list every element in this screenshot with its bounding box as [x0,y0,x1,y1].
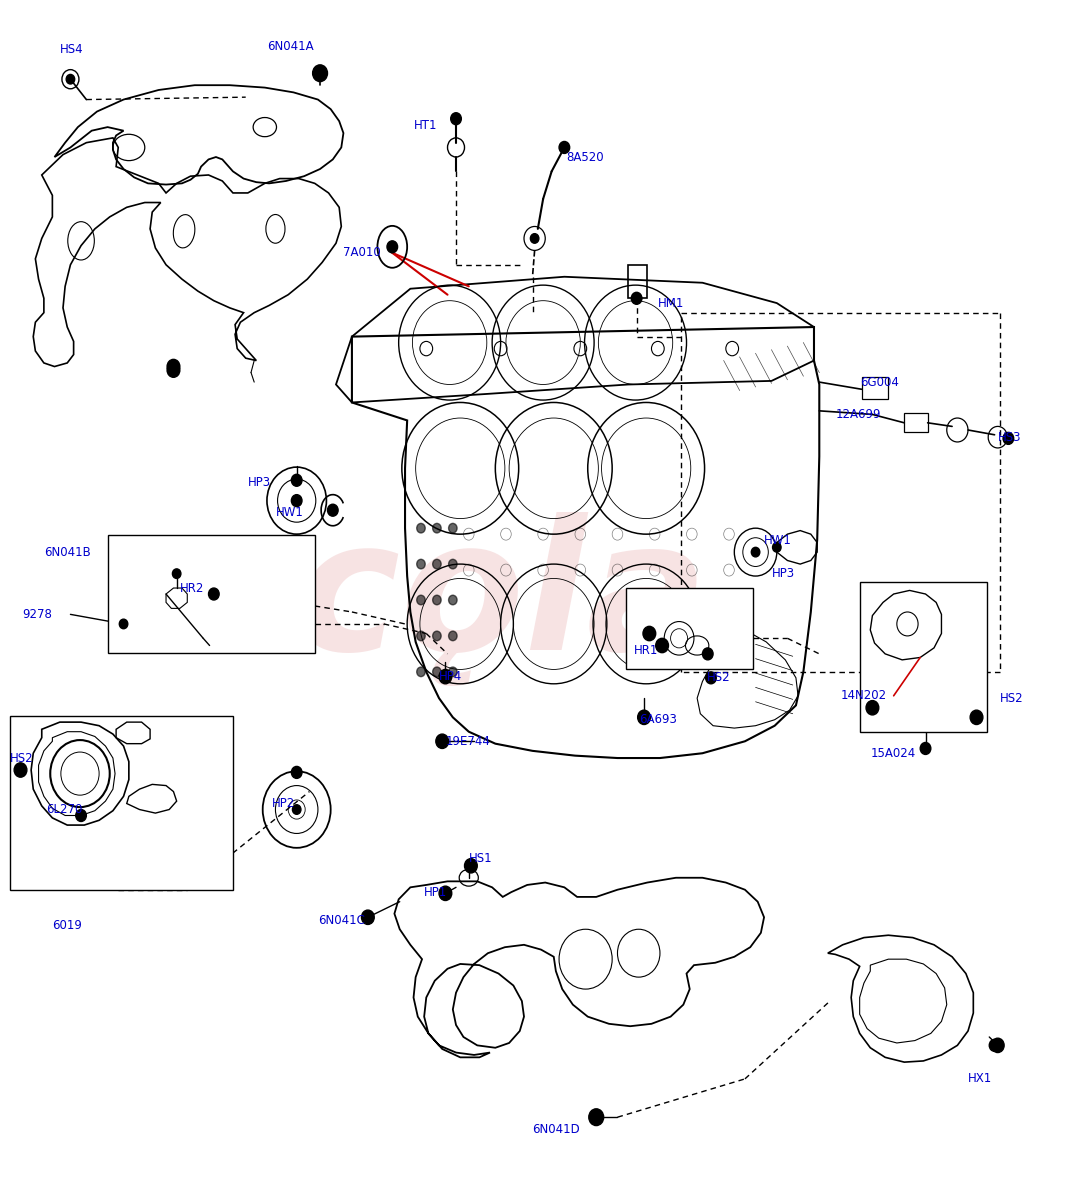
Circle shape [119,619,128,629]
Text: 6N041C: 6N041C [318,914,365,928]
Circle shape [656,638,669,653]
Text: 9278: 9278 [22,608,52,620]
Circle shape [970,710,983,725]
Text: 7A010: 7A010 [343,246,381,259]
Circle shape [530,234,539,244]
Bar [628,265,648,299]
Bar [904,413,928,432]
Circle shape [293,805,301,815]
Circle shape [292,494,302,506]
Text: 6A693: 6A693 [639,713,676,726]
Bar [626,588,753,670]
Circle shape [643,626,656,641]
Circle shape [989,1039,1000,1051]
Circle shape [313,65,328,82]
Text: 6N041A: 6N041A [267,41,313,53]
Circle shape [920,743,931,755]
Circle shape [416,631,425,641]
Circle shape [416,523,425,533]
Circle shape [432,523,441,533]
Text: HP3: HP3 [248,476,271,490]
Circle shape [432,595,441,605]
Circle shape [448,631,457,641]
Circle shape [589,1109,604,1126]
Circle shape [416,595,425,605]
Circle shape [992,1038,1004,1052]
Circle shape [448,667,457,677]
Text: HW1: HW1 [276,506,304,520]
Text: HR2: HR2 [180,582,204,594]
Text: 6019: 6019 [52,919,82,932]
Bar [108,535,315,653]
Text: 15A024: 15A024 [870,746,916,760]
Circle shape [703,648,714,660]
Text: HP2: HP2 [273,797,295,810]
Circle shape [706,672,717,684]
Circle shape [772,542,781,552]
Text: HS2: HS2 [707,671,731,684]
Text: HP3: HP3 [771,568,794,580]
Circle shape [292,767,302,779]
Circle shape [416,667,425,677]
Circle shape [432,667,441,677]
Circle shape [432,631,441,641]
Circle shape [432,559,441,569]
Circle shape [448,595,457,605]
Text: HR1: HR1 [634,643,658,656]
Circle shape [209,588,219,600]
Text: HM1: HM1 [658,296,684,310]
Circle shape [464,859,477,872]
Circle shape [632,293,642,305]
Text: 19E744: 19E744 [445,734,490,748]
Text: 6N041D: 6N041D [532,1123,580,1135]
Circle shape [638,710,651,725]
Text: HP4: HP4 [439,670,462,683]
Text: HS2: HS2 [1000,691,1023,704]
Text: 6L270: 6L270 [46,803,82,816]
Circle shape [387,241,397,253]
Bar [862,377,888,398]
Circle shape [167,359,180,373]
Circle shape [439,886,452,900]
Circle shape [866,701,879,715]
Text: HS4: HS4 [60,43,83,55]
Bar [10,716,233,889]
Circle shape [450,113,461,125]
Circle shape [76,810,86,822]
Text: 6N041B: 6N041B [44,546,91,559]
Text: HT1: HT1 [413,120,437,132]
Text: HP1: HP1 [424,886,447,899]
Circle shape [1003,432,1014,444]
Circle shape [416,559,425,569]
Circle shape [167,362,180,377]
Circle shape [328,504,338,516]
Circle shape [448,559,457,569]
Circle shape [439,670,452,684]
Text: 14N202: 14N202 [840,689,887,702]
Circle shape [751,547,759,557]
Text: 6G004: 6G004 [859,376,899,389]
Circle shape [436,734,448,749]
Circle shape [173,569,181,578]
Text: 8A520: 8A520 [567,150,604,163]
Text: scǫla: scǫla [186,512,708,688]
Circle shape [66,74,75,84]
Circle shape [361,910,374,924]
Bar [859,582,987,732]
Text: HW1: HW1 [764,534,792,547]
Text: HX1: HX1 [968,1073,993,1085]
Text: 12A699: 12A699 [835,408,881,421]
Text: HS3: HS3 [998,431,1021,444]
Circle shape [292,474,302,486]
Text: HS2: HS2 [10,751,33,764]
Circle shape [559,142,570,154]
Circle shape [448,523,457,533]
Text: HS1: HS1 [469,852,492,865]
Circle shape [14,763,27,778]
